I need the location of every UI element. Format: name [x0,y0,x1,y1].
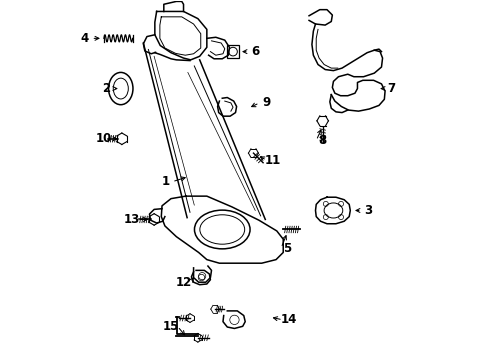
Text: 5: 5 [283,242,291,255]
Text: 15: 15 [163,320,179,333]
Text: 11: 11 [264,154,281,167]
Text: 3: 3 [364,204,371,217]
Text: 12: 12 [175,276,191,289]
Text: 4: 4 [81,32,89,45]
Text: 8: 8 [318,134,326,147]
Text: 13: 13 [123,213,140,226]
Text: 9: 9 [262,96,269,109]
Text: 14: 14 [281,313,297,327]
Text: 1: 1 [161,175,169,188]
Text: 6: 6 [251,45,259,58]
Text: 10: 10 [96,132,112,145]
Text: 2: 2 [102,82,110,95]
Text: 7: 7 [386,82,395,95]
